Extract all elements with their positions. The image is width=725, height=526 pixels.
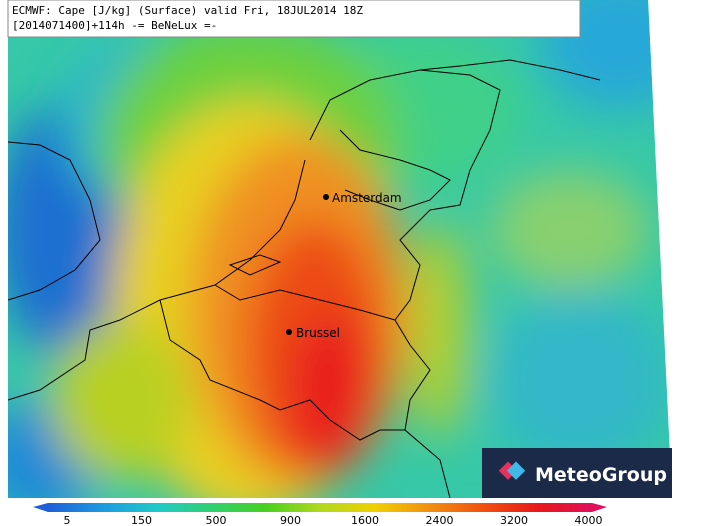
colorbar-label: 150 (131, 514, 152, 526)
city-dot (286, 329, 292, 335)
colorbar-label: 500 (206, 514, 227, 526)
colorbar (33, 503, 607, 512)
colorbar-label: 1600 (351, 514, 379, 526)
logo: MeteoGroup (482, 448, 672, 498)
city-label: Brussel (296, 326, 340, 340)
header-line: ECMWF: Cape [J/kg] (Surface) valid Fri, … (12, 4, 363, 17)
logo-text: MeteoGroup (535, 464, 667, 486)
colorbar-label: 900 (280, 514, 301, 526)
colorbar-label: 3200 (500, 514, 528, 526)
city-label: Amsterdam (332, 191, 402, 205)
colorbar-label: 4000 (575, 514, 603, 526)
borders (7, 59, 601, 499)
colorbar-label: 2400 (426, 514, 454, 526)
colorbar-label: 5 (64, 514, 71, 526)
city-dot (323, 194, 329, 200)
header-line: [2014071400]+114h -= BeNeLux =- (12, 19, 217, 32)
header-box (7, 0, 581, 38)
